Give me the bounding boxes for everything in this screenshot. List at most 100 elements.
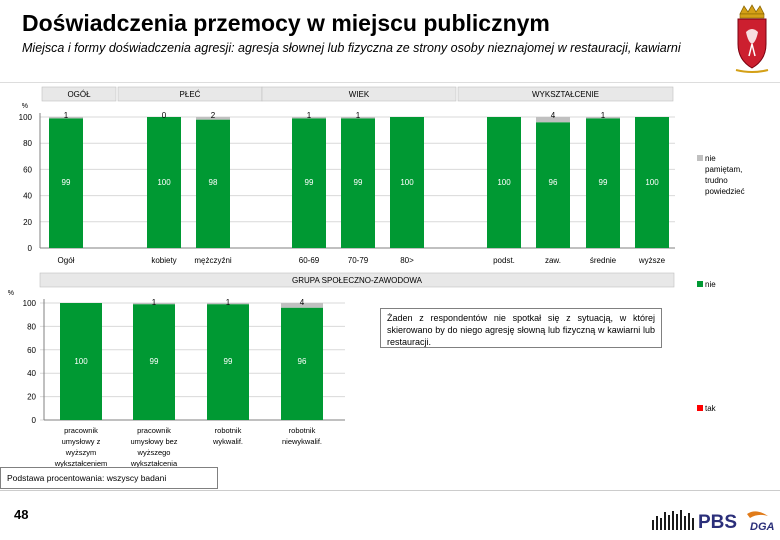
x-tick-label: pracownik bbox=[64, 426, 98, 435]
page-number: 48 bbox=[14, 507, 29, 522]
data-label-value: 99 bbox=[354, 178, 363, 187]
bar-nie bbox=[196, 119, 230, 249]
x-tick-label: wyższego bbox=[137, 448, 171, 457]
warsaw-crest-logo bbox=[735, 4, 769, 73]
legend-label-tak: tak bbox=[705, 404, 717, 413]
bar-nie bbox=[49, 118, 83, 248]
data-label-top: 1 bbox=[226, 298, 231, 307]
group-header bbox=[261, 86, 457, 102]
bar-nie-pamietam bbox=[49, 117, 83, 119]
data-label-value: 99 bbox=[150, 357, 159, 366]
legend-swatch-tak bbox=[697, 405, 703, 411]
y-tick-label: 100 bbox=[23, 299, 37, 308]
y-tick-label: 20 bbox=[27, 393, 36, 402]
bar-nie-pamietam bbox=[292, 117, 326, 119]
data-label-value: 99 bbox=[224, 357, 233, 366]
group-header-label: WYKSZTAŁCENIE bbox=[532, 90, 599, 99]
bar-nie bbox=[207, 304, 249, 420]
data-label-top: 1 bbox=[307, 111, 312, 120]
group-header-label: PŁEĆ bbox=[180, 90, 201, 99]
x-tick-label: Ogół bbox=[58, 256, 75, 265]
x-tick-label: kobiety bbox=[151, 256, 176, 265]
chart2-title: GRUPA SPOŁECZNO-ZAWODOWA bbox=[292, 276, 423, 285]
data-label-value: 100 bbox=[157, 178, 171, 187]
x-tick-label: wyższym bbox=[65, 448, 96, 457]
pbs-dga-logo: PBS DGA bbox=[652, 510, 775, 533]
x-tick-label: podst. bbox=[493, 256, 515, 265]
x-tick-label: umysłowy bez bbox=[130, 437, 177, 446]
legend-swatch-nie bbox=[697, 281, 703, 287]
bar-nie-pamietam bbox=[341, 117, 375, 119]
data-label-value: 99 bbox=[599, 178, 608, 187]
svg-text:PBS: PBS bbox=[698, 512, 737, 533]
y-tick-label: 40 bbox=[27, 369, 36, 378]
y-tick-label: 80 bbox=[27, 322, 36, 331]
x-tick-label: robotnik bbox=[215, 426, 242, 435]
y-tick-label: 0 bbox=[28, 244, 33, 253]
x-tick-label: mężczyźni bbox=[194, 256, 232, 265]
y-axis-unit: % bbox=[22, 103, 28, 110]
bar-nie bbox=[133, 304, 175, 420]
data-label-value: 100 bbox=[497, 178, 511, 187]
data-label-top: 2 bbox=[211, 111, 216, 120]
data-label-value: 96 bbox=[298, 357, 307, 366]
data-label-value: 99 bbox=[62, 178, 71, 187]
bar-nie bbox=[635, 117, 669, 248]
x-tick-label: wykształcenia bbox=[130, 459, 178, 468]
data-label-top: 4 bbox=[551, 111, 556, 120]
group-header bbox=[457, 86, 674, 102]
bar-nie bbox=[586, 118, 620, 248]
bar-nie bbox=[341, 118, 375, 248]
page-subtitle: Miejsca i formy doświadczenia agresji: a… bbox=[22, 41, 681, 55]
y-tick-label: 0 bbox=[32, 416, 37, 425]
data-label-value: 98 bbox=[209, 178, 218, 187]
data-label-value: 100 bbox=[645, 178, 659, 187]
x-tick-label: robotnik bbox=[289, 426, 316, 435]
x-tick-label: umysłowy z bbox=[62, 437, 101, 446]
data-label-top: 1 bbox=[64, 111, 69, 120]
x-tick-label: wykształceniem bbox=[54, 459, 108, 468]
bar-nie bbox=[60, 303, 102, 420]
legend-swatch-nie-pamietam bbox=[697, 155, 703, 161]
group-header bbox=[41, 86, 117, 102]
bar-nie-pamietam bbox=[536, 117, 570, 123]
bar-nie-pamietam bbox=[207, 303, 249, 305]
data-label-value: 99 bbox=[305, 178, 314, 187]
data-label-value: 100 bbox=[400, 178, 414, 187]
x-tick-label: 60-69 bbox=[299, 256, 320, 265]
bar-nie-pamietam bbox=[586, 117, 620, 119]
x-tick-label: średnie bbox=[590, 256, 617, 265]
group-header-label: OGÓŁ bbox=[67, 90, 91, 99]
bar-nie-pamietam bbox=[196, 117, 230, 120]
bar-nie bbox=[536, 122, 570, 248]
bar-nie bbox=[390, 117, 424, 248]
bar-nie bbox=[487, 117, 521, 248]
y-tick-label: 100 bbox=[19, 113, 33, 122]
bar-nie-pamietam bbox=[133, 303, 175, 305]
group-header-label: WIEK bbox=[349, 90, 370, 99]
page-title: Doświadczenia przemocy w miejscu publicz… bbox=[22, 10, 550, 36]
x-tick-label: 80> bbox=[400, 256, 414, 265]
x-tick-label: wyższe bbox=[638, 256, 666, 265]
data-label-top: 1 bbox=[152, 298, 157, 307]
y-tick-label: 40 bbox=[23, 192, 32, 201]
basis-note: Podstawa procentowania: wszyscy badani bbox=[0, 467, 218, 489]
x-tick-label: 70-79 bbox=[348, 256, 369, 265]
bar-nie bbox=[292, 118, 326, 248]
y-axis-unit: % bbox=[8, 290, 14, 297]
x-tick-label: pracownik bbox=[137, 426, 171, 435]
group-header bbox=[39, 272, 675, 288]
data-label-value: 100 bbox=[74, 357, 88, 366]
legend-label-nie: nie bbox=[705, 280, 716, 289]
note-box: Żaden z respondentów nie spotkał się z s… bbox=[380, 308, 662, 348]
x-tick-label: zaw. bbox=[545, 256, 561, 265]
y-tick-label: 60 bbox=[27, 346, 36, 355]
y-tick-label: 20 bbox=[23, 218, 32, 227]
footer-divider bbox=[0, 490, 780, 491]
data-label-value: 96 bbox=[549, 178, 558, 187]
y-tick-label: 60 bbox=[23, 165, 32, 174]
y-tick-label: 80 bbox=[23, 139, 32, 148]
data-label-top: 4 bbox=[300, 298, 305, 307]
bar-nie-pamietam bbox=[281, 303, 323, 308]
